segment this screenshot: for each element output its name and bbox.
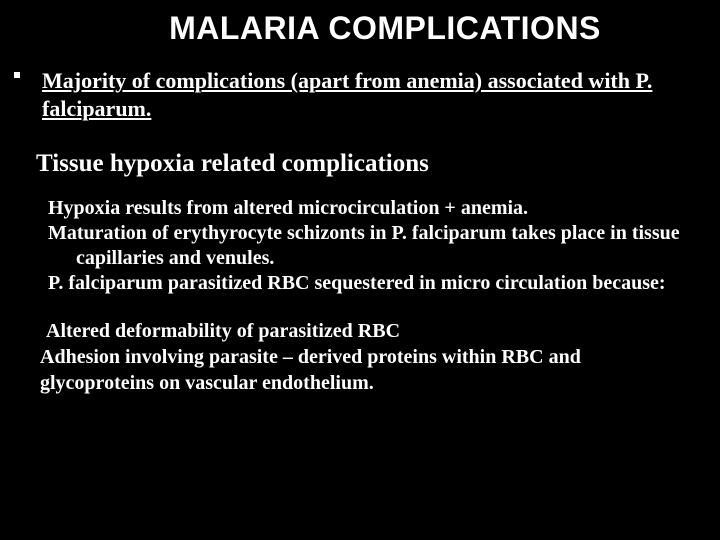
intro-text: Majority of complications (apart from an… [42, 67, 690, 122]
closing-line-1: Altered deformability of parasitized RBC [46, 318, 690, 344]
bullet-icon [14, 72, 20, 78]
body-line-2: Maturation of erythyrocyte schizonts in … [48, 221, 690, 271]
closing-text-group: Altered deformability of parasitized RBC… [40, 318, 690, 396]
slide-container: MALARIA COMPLICATIONS Majority of compli… [0, 0, 720, 540]
body-line-3: P. falciparum parasitized RBC sequestere… [48, 271, 690, 296]
slide-title: MALARIA COMPLICATIONS [80, 10, 690, 47]
closing-line-2: Adhesion involving parasite – derived pr… [40, 344, 690, 396]
body-text-group: Hypoxia results from altered microcircul… [48, 196, 690, 296]
section-subtitle: Tissue hypoxia related complications [36, 150, 690, 178]
body-line-1: Hypoxia results from altered microcircul… [48, 196, 690, 221]
